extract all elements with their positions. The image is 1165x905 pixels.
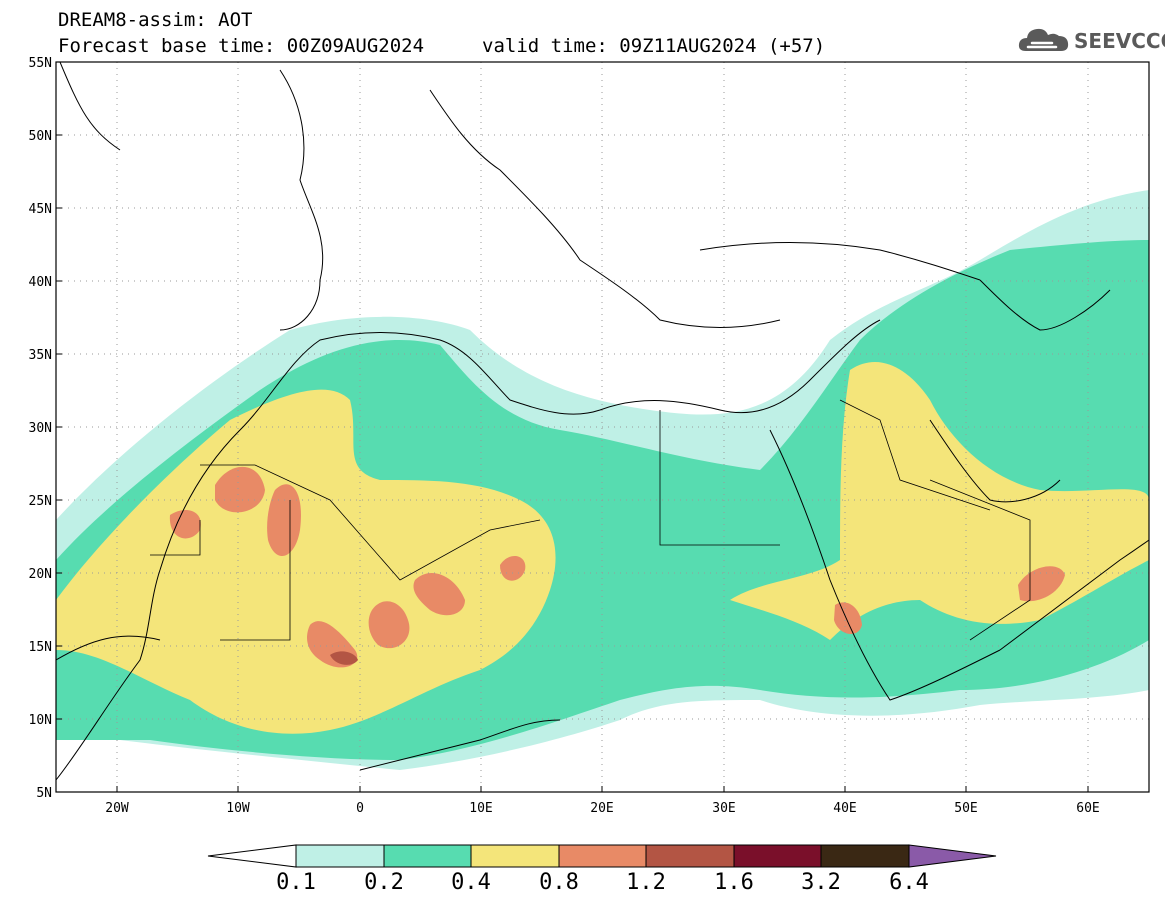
colorbar-label: 1.6	[714, 870, 754, 895]
lon-label: 40E	[833, 801, 856, 816]
aot-field-0.8-b	[169, 510, 201, 539]
lon-labels: 20W 10W 0 10E 20E 30E 40E 50E 60E	[105, 801, 1099, 816]
base-time-text: Forecast base time: 00Z09AUG2024	[58, 35, 425, 57]
valid-time-text: valid time: 09Z11AUG2024 (+57)	[482, 35, 826, 57]
colorbar-label: 3.2	[801, 870, 841, 895]
lon-label: 20W	[105, 801, 129, 816]
aot-field-0.8-h	[834, 602, 862, 635]
colorbar-label: 0.8	[539, 870, 579, 895]
map-title: DREAM8-assim: AOT	[58, 9, 253, 31]
coastlines	[56, 62, 1149, 781]
lat-label: 45N	[29, 202, 52, 217]
colorbar-segment	[295, 844, 385, 868]
colorbar-segment	[820, 844, 910, 868]
colorbar-segment	[645, 844, 735, 868]
borders	[150, 399, 1031, 641]
lon-label: 50E	[954, 801, 977, 816]
axis-ticks	[56, 61, 1089, 793]
lon-label: 20E	[590, 801, 613, 816]
lat-label: 40N	[29, 275, 52, 290]
aot-field-1.2	[330, 651, 358, 665]
colorbar-label: 0.1	[276, 870, 316, 895]
lon-label: 10W	[226, 801, 250, 816]
colorbar-label: 6.4	[889, 870, 929, 895]
lat-label: 15N	[29, 640, 52, 655]
colorbar-label: 1.2	[626, 870, 666, 895]
lat-label: 5N	[36, 786, 52, 801]
colorbar-segment	[470, 844, 560, 868]
lon-label: 60E	[1076, 801, 1099, 816]
aot-fields	[56, 190, 1149, 770]
lat-label: 55N	[29, 56, 52, 71]
colorbar-segment	[558, 844, 647, 868]
cloud-icon	[1018, 28, 1069, 51]
aot-field-0.8-f	[413, 572, 465, 616]
grid	[56, 62, 1149, 792]
lat-labels: 55N 50N 45N 40N 35N 30N 25N 20N 15N 10N …	[29, 56, 52, 801]
lat-label: 35N	[29, 348, 52, 363]
forecast-base-time: Forecast base time: 00Z09AUG2024 valid ti…	[58, 35, 825, 57]
lat-label: 10N	[29, 713, 52, 728]
lat-label: 30N	[29, 421, 52, 436]
aot-field-0.8-a	[215, 466, 265, 513]
colorbar-segment	[733, 844, 822, 868]
logo-text: SEEVCCC	[1074, 29, 1165, 53]
lon-label: 10E	[469, 801, 492, 816]
aot-field-0.8-g	[500, 555, 526, 581]
colorbar-over-arrow	[908, 844, 997, 868]
aot-field-0.4	[56, 389, 556, 734]
colorbar	[207, 844, 997, 868]
lon-label: 0	[356, 801, 364, 816]
colorbar-label: 0.2	[364, 870, 404, 895]
seevccc-logo: SEEVCCC	[1018, 25, 1165, 55]
aot-field-0.8-e	[368, 601, 410, 649]
colorbar-label: 0.4	[451, 870, 491, 895]
aot-field-0.8-c	[267, 484, 301, 557]
colorbar-under-arrow	[207, 844, 297, 868]
lat-label: 20N	[29, 567, 52, 582]
lon-label: 30E	[712, 801, 735, 816]
lat-label: 50N	[29, 129, 52, 144]
colorbar-segment	[383, 844, 472, 868]
lat-label: 25N	[29, 494, 52, 509]
